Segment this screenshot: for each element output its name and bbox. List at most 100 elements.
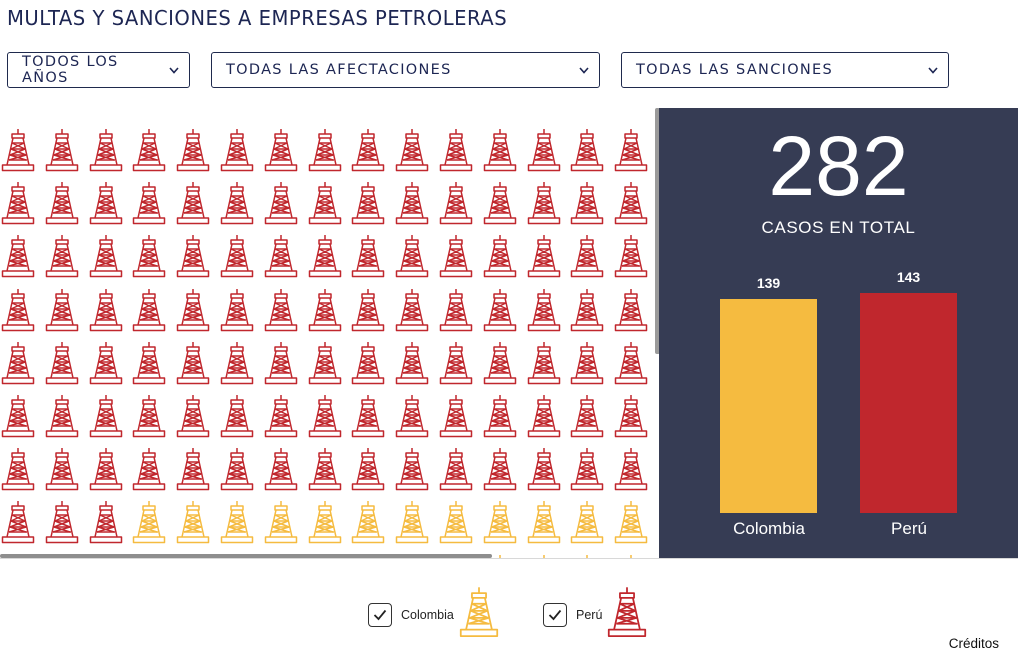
oil-rig-icon xyxy=(133,395,166,438)
oil-rig-icon xyxy=(133,341,166,385)
oil-rig-icon xyxy=(439,501,473,544)
bar-peru[interactable] xyxy=(860,293,957,513)
oil-rig-icon xyxy=(264,341,298,385)
oil-rig-icon xyxy=(395,501,429,544)
oil-rig-icon xyxy=(264,182,298,225)
oil-rig-icon xyxy=(264,448,298,491)
oil-rig-icon xyxy=(483,501,517,544)
oil-rig-icon xyxy=(571,395,604,438)
total-cases-number: 282 xyxy=(768,119,909,213)
oil-rig-icon xyxy=(45,182,79,225)
oil-rig-icon xyxy=(1,501,35,544)
oil-rig-icon xyxy=(220,501,254,544)
oil-rig-icon xyxy=(308,448,341,491)
oil-rig-icon xyxy=(220,129,254,172)
oil-rig-icon xyxy=(395,395,429,438)
oil-rig-icon xyxy=(89,395,122,438)
sanction-filter-select[interactable]: TODAS LAS SANCIONES xyxy=(621,52,949,88)
oil-rig-icon xyxy=(308,501,341,544)
oil-rig-icon xyxy=(176,288,210,331)
colombia-checkbox[interactable] xyxy=(368,602,392,627)
oil-rig-icon xyxy=(220,448,254,491)
oil-rig-icon xyxy=(89,288,122,331)
year-filter-value: TODOS LOS AÑOS xyxy=(22,54,119,86)
oil-rig-icon xyxy=(527,129,560,172)
oil-rig-icon xyxy=(571,501,604,544)
chevron-down-icon xyxy=(169,63,179,77)
oil-rig-icon xyxy=(439,129,473,172)
oil-rig-icon xyxy=(571,448,604,491)
bar-colombia[interactable] xyxy=(720,299,817,513)
oil-rig-icon xyxy=(614,129,648,172)
oil-rig-icon xyxy=(308,395,341,438)
oil-rig-icon xyxy=(439,341,473,385)
oil-rig-icon xyxy=(439,288,473,331)
oil-rig-icon xyxy=(395,341,429,385)
oil-rig-icon xyxy=(527,501,560,544)
oil-rig-icon xyxy=(352,341,385,385)
chevron-down-icon xyxy=(928,63,938,77)
oil-rig-icon xyxy=(571,129,604,172)
oil-rig-icon xyxy=(483,182,517,225)
bar-category-label: Perú xyxy=(891,519,927,538)
vertical-scrollbar[interactable] xyxy=(655,108,660,354)
oil-rig-icon xyxy=(439,235,473,278)
oil-rig-icon xyxy=(571,182,604,225)
oil-rig-icon xyxy=(352,235,385,278)
legend-item-colombia[interactable]: Colombia xyxy=(368,586,499,643)
oil-rig-icon xyxy=(1,448,35,491)
oil-rig-icon xyxy=(459,586,499,643)
year-filter-select[interactable]: TODOS LOS AÑOS xyxy=(7,52,190,88)
oil-rig-icon xyxy=(1,235,35,278)
oil-rig-icon xyxy=(614,395,648,438)
horizontal-scrollbar[interactable] xyxy=(0,554,492,558)
oil-rig-icon xyxy=(1,182,35,225)
oil-rig-icon xyxy=(133,182,166,225)
bar-category-label: Colombia xyxy=(733,519,805,538)
oil-rig-icon xyxy=(308,182,341,225)
oil-rig-icon xyxy=(395,129,429,172)
check-icon xyxy=(548,609,562,620)
oil-rig-icon xyxy=(45,288,79,331)
bar-value-label: 139 xyxy=(756,275,781,292)
oil-rig-icon xyxy=(614,288,648,331)
oil-rig-icon xyxy=(439,395,473,438)
oil-rig-icon xyxy=(352,288,385,331)
oil-rig-icon xyxy=(264,129,298,172)
oil-rig-icon xyxy=(220,395,254,438)
oil-rig-icon xyxy=(176,501,210,544)
oil-rig-icon xyxy=(220,341,254,385)
oil-rig-icon xyxy=(89,448,122,491)
oil-rig-icon xyxy=(133,235,166,278)
affectation-filter-select[interactable]: TODAS LAS AFECTACIONES xyxy=(211,52,600,88)
oil-rig-icon xyxy=(1,288,35,331)
oil-rig-icon xyxy=(352,395,385,438)
oil-rig-icon xyxy=(352,448,385,491)
oil-rig-icon-grid[interactable] xyxy=(0,106,654,558)
oil-rig-icon xyxy=(527,341,560,385)
page-title: MULTAS Y SANCIONES A EMPRESAS PETROLERAS xyxy=(7,6,508,30)
oil-rig-icon xyxy=(45,501,79,544)
oil-rig-icon xyxy=(483,129,517,172)
oil-rig-icon xyxy=(89,235,122,278)
oil-rig-icon xyxy=(220,235,254,278)
oil-rig-icon xyxy=(439,182,473,225)
legend-item-peru[interactable]: Perú xyxy=(543,586,647,643)
oil-rig-icon xyxy=(527,288,560,331)
peru-checkbox[interactable] xyxy=(543,602,567,627)
oil-rig-icon xyxy=(1,341,35,385)
oil-rig-icon xyxy=(264,395,298,438)
oil-rig-icon xyxy=(395,182,429,225)
oil-rig-icon xyxy=(264,501,298,544)
oil-rig-icon xyxy=(89,501,122,544)
oil-rig-icon xyxy=(586,554,589,558)
oil-rig-icon xyxy=(264,288,298,331)
oil-rig-icon xyxy=(483,448,517,491)
oil-rig-icon xyxy=(395,235,429,278)
oil-rig-icon xyxy=(614,341,648,385)
oil-rig-icon xyxy=(352,182,385,225)
summary-panel: 282 CASOS EN TOTAL 139 Colombia 143 Perú xyxy=(659,108,1018,558)
credits-link[interactable]: Créditos xyxy=(948,636,999,651)
oil-rig-icon xyxy=(614,182,648,225)
oil-rig-icon xyxy=(395,448,429,491)
